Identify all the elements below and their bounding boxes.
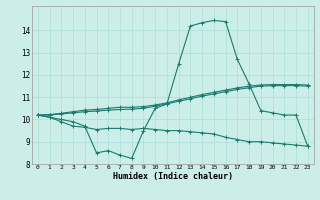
X-axis label: Humidex (Indice chaleur): Humidex (Indice chaleur): [113, 172, 233, 181]
